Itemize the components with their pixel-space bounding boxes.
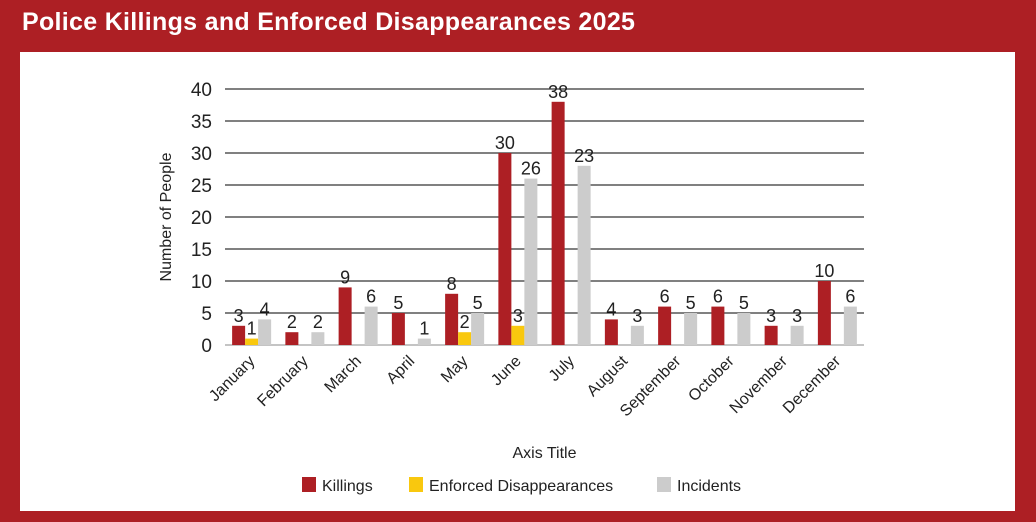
data-label: 2	[313, 312, 323, 332]
bar-killings	[445, 293, 459, 345]
data-label: 23	[574, 146, 594, 166]
header-bar: Police Killings and Enforced Disappearan…	[0, 0, 1036, 52]
chart-title: Police Killings and Enforced Disappearan…	[22, 8, 636, 36]
bar-incidents	[843, 306, 857, 345]
legend-swatch	[302, 477, 316, 492]
data-label: 3	[632, 306, 642, 326]
x-tick-label: February	[254, 353, 311, 410]
data-label: 6	[366, 287, 376, 307]
data-label: 30	[495, 133, 515, 153]
bar-incidents	[524, 178, 538, 345]
x-tick-label: January	[206, 353, 258, 405]
data-label: 5	[739, 293, 749, 313]
legend-label: Incidents	[677, 478, 741, 495]
x-tick-label: June	[488, 353, 525, 390]
bar-killings	[764, 325, 778, 345]
chart-panel: 0 5 10 15 20 25 30 35 40 Number of People 3 2 9 5 8 30 3…	[20, 52, 1015, 511]
bar-killings	[232, 325, 246, 345]
bar-incidents	[258, 319, 272, 345]
y-tick-label: 25	[191, 176, 212, 197]
y-tick-label: 30	[191, 144, 212, 165]
y-tick-label: 10	[191, 272, 212, 293]
data-label: 5	[393, 293, 403, 313]
legend-label: Enforced Disappearances	[429, 478, 613, 495]
data-label: 38	[548, 82, 568, 102]
bar-killings	[658, 306, 672, 345]
data-label: 26	[521, 159, 541, 179]
y-tick-label: 5	[201, 304, 212, 325]
bar-killings	[817, 281, 831, 345]
data-label: 1	[247, 319, 257, 339]
bar-enforced-disappearances	[511, 325, 525, 345]
bar-incidents	[577, 165, 591, 345]
y-tick-label: 35	[191, 112, 212, 133]
x-axis-title: Axis Title	[512, 445, 576, 462]
data-label: 5	[473, 293, 483, 313]
x-tick-label: December	[780, 352, 845, 417]
x-tick-label: May	[438, 353, 471, 386]
data-label: 2	[460, 312, 470, 332]
x-tick-label: July	[546, 353, 578, 385]
data-label: 6	[845, 287, 855, 307]
data-label: 3	[766, 306, 776, 326]
bar-incidents	[311, 332, 325, 345]
bar-killings	[338, 287, 352, 345]
x-tick-label: October	[685, 352, 738, 405]
bar-incidents	[417, 338, 431, 345]
y-tick-label: 20	[191, 208, 212, 229]
bar-incidents	[630, 325, 644, 345]
data-label: 1	[419, 319, 429, 339]
data-label: 9	[340, 267, 350, 287]
bar-enforced-disappearances	[245, 338, 259, 345]
x-tick-label: April	[384, 353, 419, 388]
bar-killings	[604, 319, 618, 345]
x-tick-label: August	[584, 352, 632, 400]
data-label: 6	[713, 287, 723, 307]
data-label: 3	[234, 306, 244, 326]
data-label: 3	[792, 306, 802, 326]
y-axis-label: Number of People	[158, 152, 175, 281]
legend-swatch	[409, 477, 423, 492]
y-tick-label: 40	[191, 80, 212, 101]
data-label: 4	[260, 299, 270, 319]
data-label: 8	[447, 274, 457, 294]
y-tick-label: 15	[191, 240, 212, 261]
data-label: 6	[660, 287, 670, 307]
bar-killings	[391, 313, 405, 345]
bar-incidents	[471, 313, 485, 345]
data-label: 2	[287, 312, 297, 332]
data-label: 5	[686, 293, 696, 313]
legend-swatch	[657, 477, 671, 492]
bar-killings	[711, 306, 725, 345]
bar-incidents	[364, 306, 378, 345]
bar-killings	[498, 153, 512, 345]
bar-killings	[285, 332, 299, 345]
data-label: 3	[513, 306, 523, 326]
bar-incidents	[684, 313, 698, 345]
bar-enforced-disappearances	[458, 332, 472, 345]
bar-incidents	[790, 325, 804, 345]
data-label: 4	[606, 299, 616, 319]
bar-incidents	[737, 313, 751, 345]
legend-label: Killings	[322, 478, 373, 495]
data-label: 10	[814, 261, 834, 281]
x-tick-label: March	[321, 353, 364, 396]
y-tick-label: 0	[201, 336, 212, 357]
bar-killings	[551, 101, 565, 345]
